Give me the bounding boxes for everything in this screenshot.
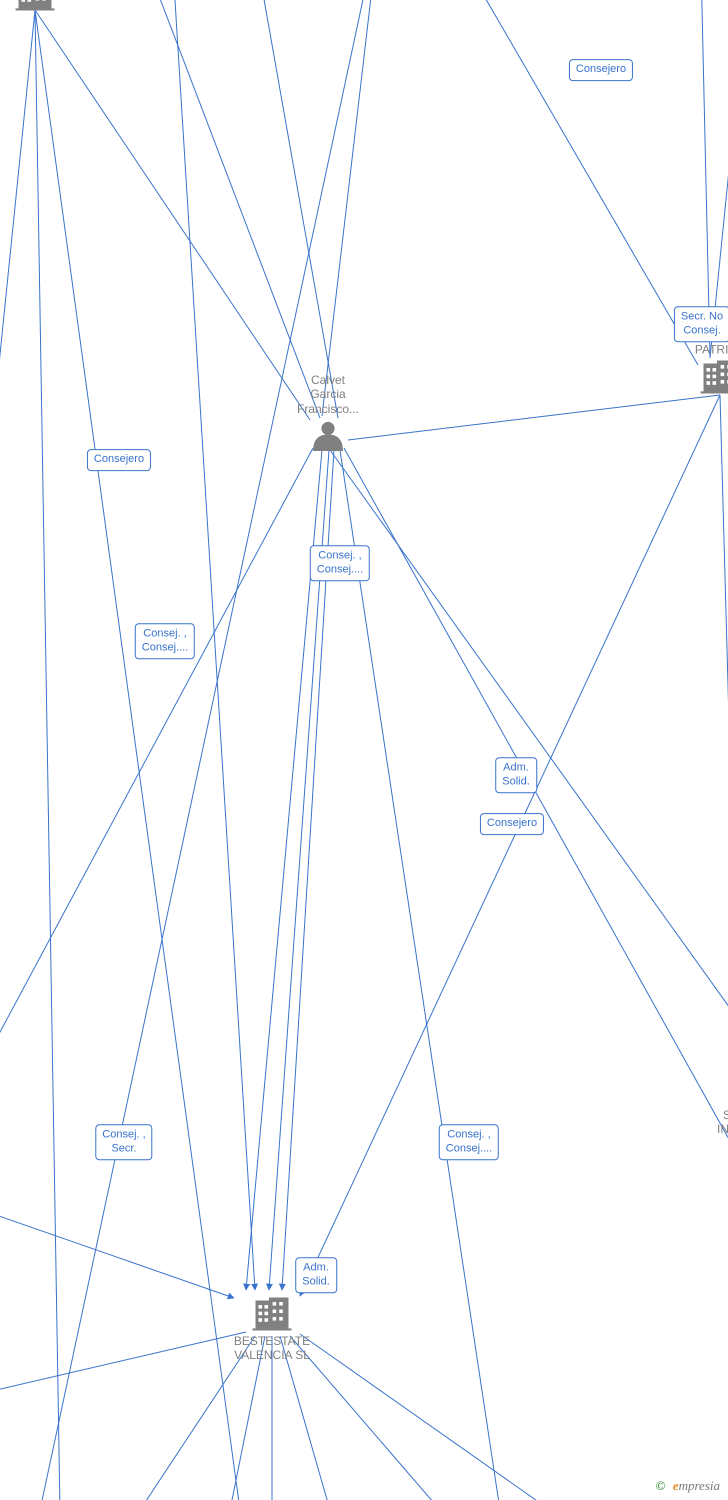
edge-label: Consejero — [480, 813, 544, 835]
edge — [300, 1334, 550, 1500]
company-node[interactable] — [701, 361, 728, 394]
edge — [35, 10, 60, 1500]
edge-label: Adm. Solid. — [295, 1257, 337, 1293]
edge — [348, 395, 720, 440]
brand-rest: mpresia — [679, 1478, 720, 1493]
node-label: BESTESTATE VALENCIA SL — [234, 1334, 310, 1363]
node-label: S INV — [717, 1108, 728, 1137]
edges-layer — [0, 0, 728, 1500]
network-canvas[interactable] — [0, 0, 728, 1500]
edge — [340, 450, 500, 1500]
edge — [344, 448, 728, 1150]
edge-label: Consej. , Consej.... — [439, 1124, 499, 1160]
person-node[interactable] — [313, 422, 343, 451]
edge — [0, 10, 35, 1240]
edge — [700, 0, 710, 358]
edge — [250, 0, 338, 418]
edge — [0, 1185, 234, 1298]
edge-label: Consejero — [87, 449, 151, 471]
edge-label: Consejero — [569, 59, 633, 81]
edge — [440, 0, 698, 365]
company-node[interactable] — [253, 1298, 292, 1331]
edge — [300, 395, 720, 1296]
edge — [35, 10, 310, 420]
edge — [130, 0, 320, 418]
node-label: Calvet Garcia Francisco... — [297, 373, 359, 416]
edge — [322, 0, 380, 416]
edge-label: Secr. No Consej. — [674, 306, 728, 342]
watermark: © empresia — [656, 1478, 720, 1494]
edge-label: Consej. , Consej.... — [135, 623, 195, 659]
edge-label: Adm. Solid. — [495, 757, 537, 793]
edge-label: Consej. , Secr. — [95, 1124, 152, 1160]
edge — [330, 450, 728, 1050]
edge-label: Consej. , Consej.... — [310, 545, 370, 581]
node-label: PATRI 46 — [695, 343, 728, 357]
edge — [35, 10, 240, 1500]
company-node[interactable] — [16, 0, 55, 11]
copyright-symbol: © — [656, 1478, 666, 1493]
edge — [720, 395, 728, 1120]
edge — [0, 1332, 246, 1410]
edge — [290, 1336, 440, 1500]
edge — [0, 448, 313, 1200]
